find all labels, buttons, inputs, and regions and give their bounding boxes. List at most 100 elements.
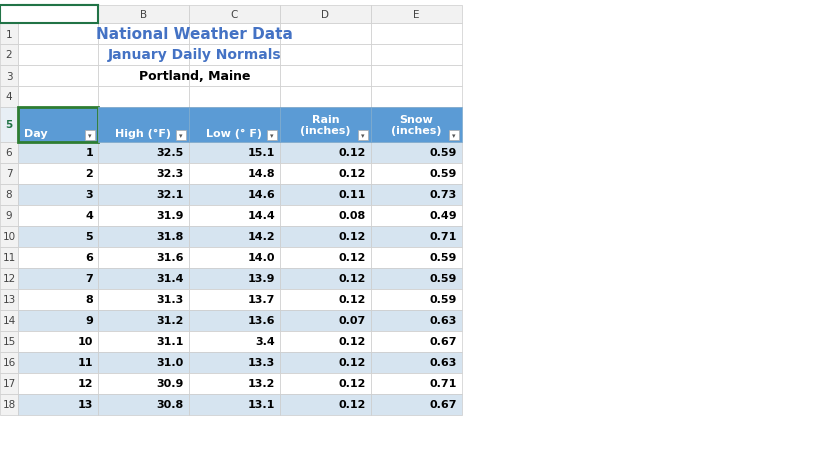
Text: 6: 6 [85, 253, 93, 263]
Bar [18, 108, 98, 143]
Bar [18, 66, 98, 87]
Text: 13.9: 13.9 [247, 274, 275, 284]
Bar [280, 289, 371, 310]
Text: 0.67: 0.67 [429, 337, 457, 347]
Text: ▾: ▾ [88, 133, 92, 139]
Bar [98, 247, 189, 269]
Bar [98, 66, 189, 87]
Text: ▾: ▾ [452, 133, 455, 139]
Bar [371, 185, 462, 206]
Text: 32.3: 32.3 [156, 169, 184, 179]
Text: 0.49: 0.49 [429, 211, 457, 221]
Text: 31.2: 31.2 [156, 316, 184, 326]
Bar [98, 87, 189, 108]
Text: 0.71: 0.71 [430, 232, 457, 242]
Text: 2: 2 [6, 50, 12, 61]
Bar [98, 226, 189, 247]
Text: 15.1: 15.1 [247, 148, 275, 158]
Bar [371, 310, 462, 331]
Bar [280, 6, 371, 24]
Text: 0.12: 0.12 [338, 337, 366, 347]
Bar [189, 310, 280, 331]
Bar [189, 164, 280, 185]
Text: 0.67: 0.67 [429, 400, 457, 409]
Text: 12: 12 [2, 274, 16, 284]
Text: 8: 8 [6, 190, 12, 200]
Text: 31.3: 31.3 [156, 295, 184, 305]
Bar [371, 394, 462, 415]
Bar [98, 164, 189, 185]
Text: 1: 1 [85, 148, 93, 158]
Bar [98, 185, 189, 206]
Bar [18, 269, 98, 289]
Text: 12: 12 [78, 379, 93, 389]
Text: 0.12: 0.12 [338, 358, 366, 368]
Bar [371, 45, 462, 66]
Bar [189, 289, 280, 310]
Bar [280, 87, 371, 108]
Bar [18, 185, 98, 206]
Text: 13.1: 13.1 [247, 400, 275, 409]
Text: Snow
(inches): Snow (inches) [391, 114, 441, 136]
Bar [371, 373, 462, 394]
Text: 31.1: 31.1 [156, 337, 184, 347]
Text: 17: 17 [2, 379, 16, 389]
Bar [189, 247, 280, 269]
Bar [98, 352, 189, 373]
Bar [98, 394, 189, 415]
Bar [18, 289, 98, 310]
Bar [18, 164, 98, 185]
Bar [371, 206, 462, 226]
Bar [189, 24, 280, 45]
Text: 3: 3 [85, 190, 93, 200]
Text: 0.07: 0.07 [339, 316, 366, 326]
Bar [371, 143, 462, 164]
Text: 0.59: 0.59 [430, 295, 457, 305]
Text: January Daily Normals: January Daily Normals [107, 48, 281, 62]
Bar [0, 45, 18, 66]
Text: 0.12: 0.12 [338, 295, 366, 305]
Text: 13.6: 13.6 [247, 316, 275, 326]
Bar [18, 6, 98, 24]
Text: 2: 2 [85, 169, 93, 179]
Text: 3.4: 3.4 [256, 337, 275, 347]
Bar [18, 352, 98, 373]
Bar [280, 185, 371, 206]
Bar [98, 24, 189, 45]
Text: 0.73: 0.73 [430, 190, 457, 200]
Text: 14.4: 14.4 [247, 211, 275, 221]
Text: 0.12: 0.12 [338, 253, 366, 263]
Bar [280, 45, 371, 66]
Text: 0.63: 0.63 [430, 316, 457, 326]
Text: National Weather Data: National Weather Data [96, 27, 293, 42]
Bar [371, 269, 462, 289]
Bar [280, 394, 371, 415]
Text: 14.2: 14.2 [247, 232, 275, 242]
Text: High (°F): High (°F) [115, 129, 171, 139]
Bar [18, 45, 98, 66]
Text: A: A [54, 10, 61, 20]
Text: 14.0: 14.0 [247, 253, 275, 263]
Text: 0.12: 0.12 [338, 148, 366, 158]
Text: 7: 7 [6, 169, 12, 179]
Bar [0, 66, 18, 87]
Bar [18, 206, 98, 226]
Text: C: C [231, 10, 238, 20]
Text: 0.12: 0.12 [338, 400, 366, 409]
Bar [189, 108, 280, 143]
Bar [280, 226, 371, 247]
Text: 0.71: 0.71 [430, 379, 457, 389]
Bar [371, 24, 462, 45]
Text: 32.1: 32.1 [156, 190, 184, 200]
Bar [0, 206, 18, 226]
Bar [280, 247, 371, 269]
Text: 7: 7 [85, 274, 93, 284]
Text: 31.6: 31.6 [156, 253, 184, 263]
Text: Portland, Maine: Portland, Maine [138, 70, 251, 83]
Text: 8: 8 [85, 295, 93, 305]
Text: 0.12: 0.12 [338, 379, 366, 389]
Text: 5: 5 [6, 120, 12, 130]
Bar [371, 87, 462, 108]
Text: 30.9: 30.9 [156, 379, 184, 389]
Bar [0, 331, 18, 352]
